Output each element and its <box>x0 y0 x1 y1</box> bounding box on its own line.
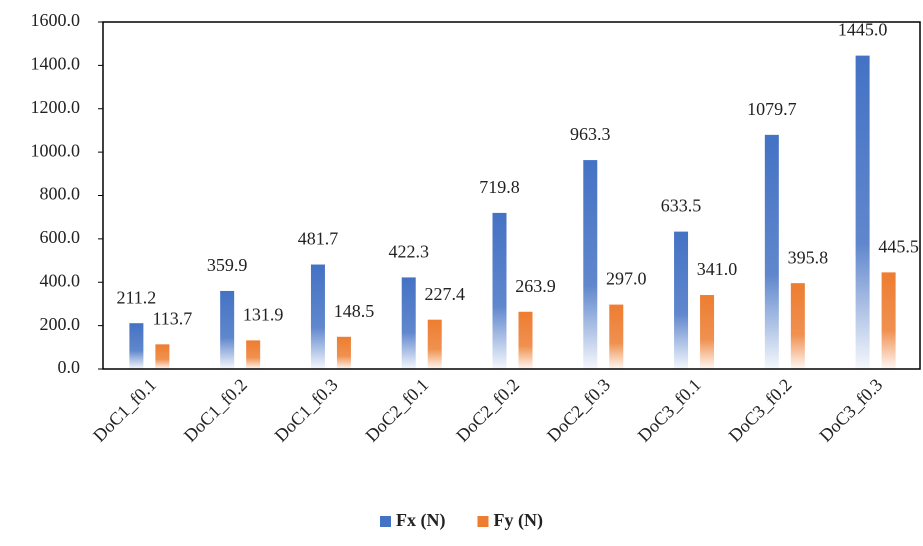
bar <box>427 319 442 369</box>
y-tick-label: 400.0 <box>40 270 81 290</box>
bar <box>764 134 779 369</box>
bar <box>220 290 235 369</box>
y-tick-label: 800.0 <box>40 184 81 204</box>
data-label: 263.9 <box>515 276 556 296</box>
data-label: 963.3 <box>570 124 611 144</box>
data-label: 227.4 <box>424 284 465 304</box>
bar <box>674 231 689 369</box>
bar <box>492 212 507 369</box>
x-tick-label: DoC3_f0.3 <box>815 375 886 446</box>
data-label: 481.7 <box>298 229 339 249</box>
data-label: 359.9 <box>207 255 248 275</box>
plot-frame <box>102 21 921 370</box>
data-label: 1079.7 <box>747 99 797 119</box>
bar <box>855 55 870 369</box>
x-tick-label: DoC3_f0.2 <box>725 375 796 446</box>
data-label: 1445.0 <box>838 20 888 40</box>
legend-swatch <box>380 516 391 527</box>
x-tick-label: DoC3_f0.1 <box>634 375 705 446</box>
bar <box>336 336 351 369</box>
bar <box>609 304 624 369</box>
y-tick-label: 1000.0 <box>31 140 81 160</box>
y-tick-label: 600.0 <box>40 227 81 247</box>
bar <box>518 311 533 369</box>
x-tick-label: DoC2_f0.3 <box>543 375 614 446</box>
x-tick-label: DoC2_f0.2 <box>452 375 523 446</box>
y-tick-label: 0.0 <box>58 357 81 377</box>
data-label: 148.5 <box>334 301 375 321</box>
bar <box>881 272 896 369</box>
legend-label: Fy (N) <box>493 510 542 531</box>
bar <box>310 264 325 369</box>
y-tick-label: 200.0 <box>40 314 81 334</box>
x-tick-label: DoC1_f0.1 <box>89 375 160 446</box>
bar <box>583 160 598 369</box>
bar <box>246 340 261 369</box>
data-label: 211.2 <box>116 287 156 307</box>
legend-swatch <box>477 516 489 527</box>
data-label: 131.9 <box>243 305 284 325</box>
legend-label: Fx (N) <box>396 510 445 531</box>
x-tick-label: DoC2_f0.1 <box>361 375 432 446</box>
data-label: 422.3 <box>388 242 429 262</box>
data-label: 341.0 <box>697 259 738 279</box>
y-tick-label: 1400.0 <box>31 54 81 74</box>
bar <box>129 323 144 369</box>
data-label: 113.7 <box>152 308 192 328</box>
data-label: 395.8 <box>788 247 829 267</box>
y-tick-label: 1600.0 <box>31 10 81 30</box>
x-tick-label: DoC1_f0.2 <box>180 375 251 446</box>
x-tick-label: DoC1_f0.3 <box>271 375 342 446</box>
data-label: 297.0 <box>606 269 647 289</box>
data-label: 445.5 <box>878 237 919 257</box>
bar <box>700 295 715 369</box>
bar <box>155 344 170 369</box>
y-tick-label: 1200.0 <box>31 97 81 117</box>
bar <box>790 283 805 369</box>
data-label: 633.5 <box>661 196 702 216</box>
bar <box>401 277 416 369</box>
data-label: 719.8 <box>479 177 520 197</box>
